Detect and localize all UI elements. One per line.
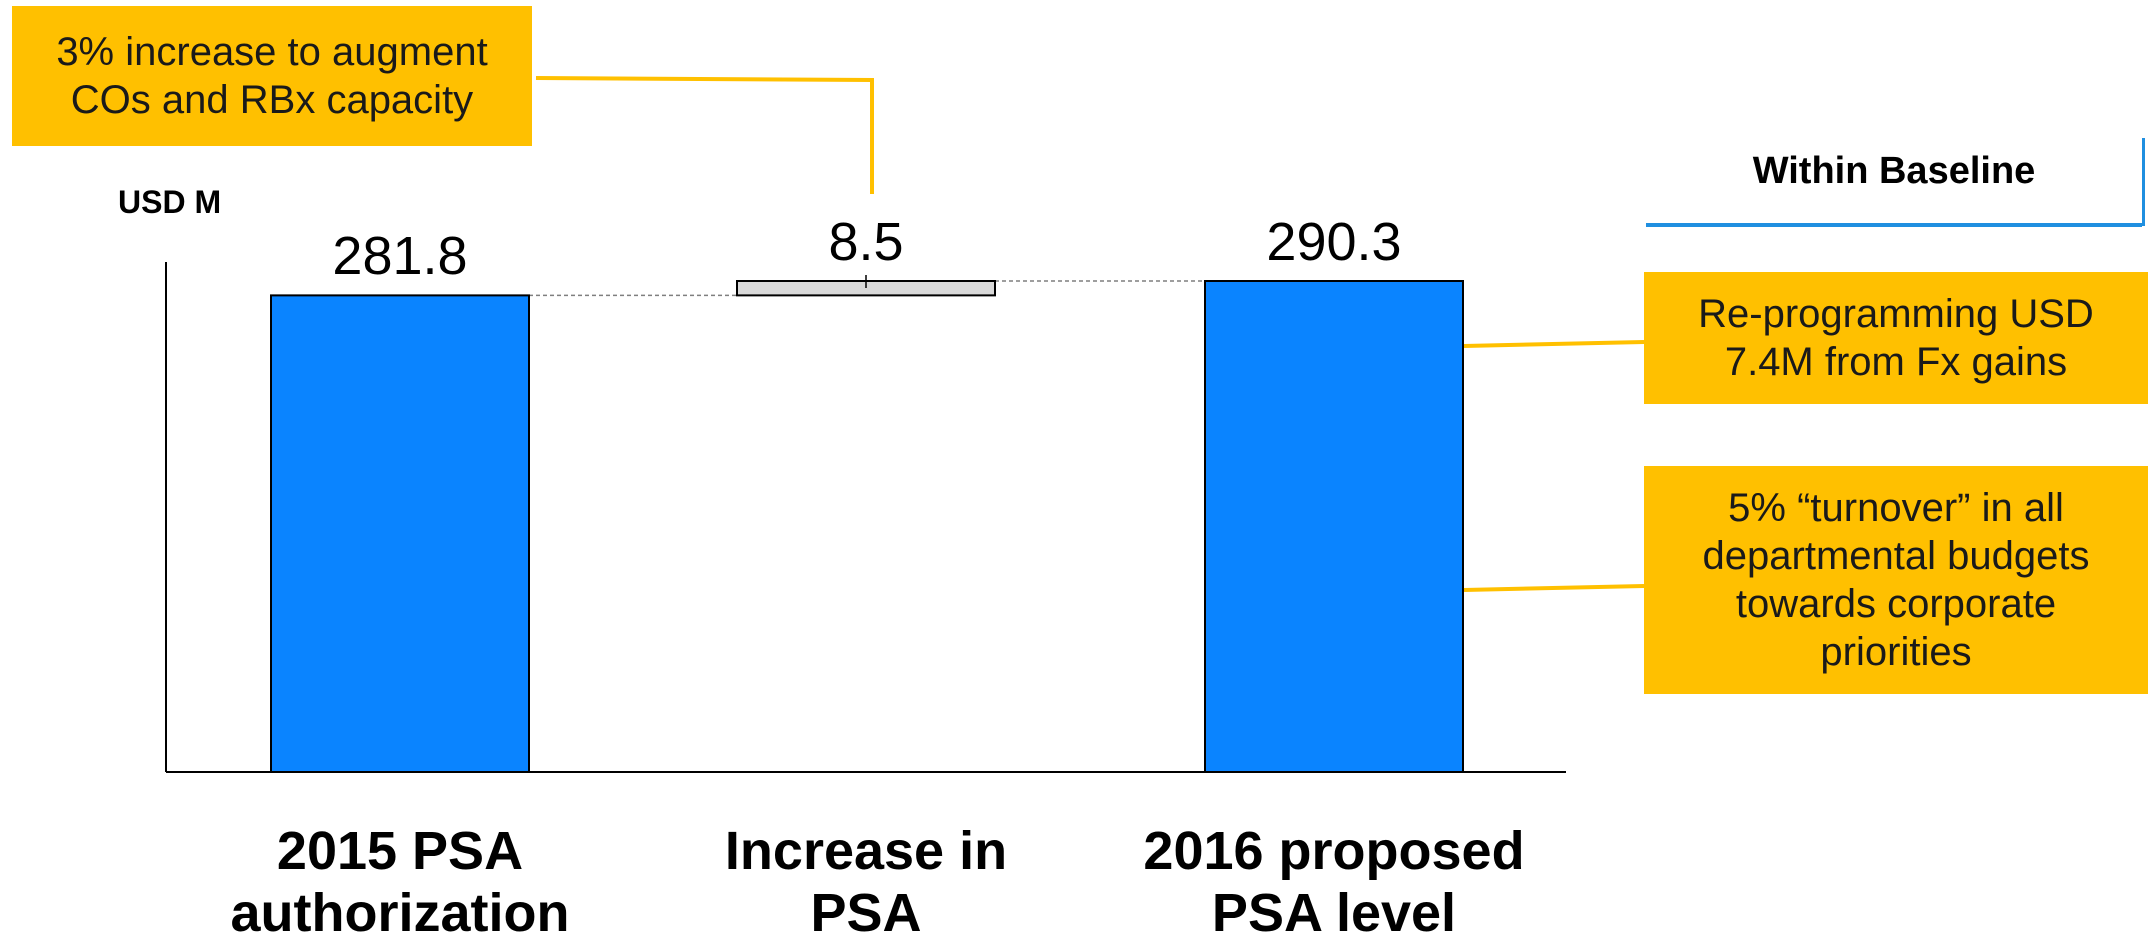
value-label-2: 8.5 bbox=[828, 212, 904, 272]
leader-increase-note bbox=[535, 76, 874, 194]
value-label-3: 290.3 bbox=[1266, 212, 1402, 272]
legend-header-edge bbox=[2142, 138, 2145, 226]
bar-3 bbox=[1204, 280, 1464, 773]
category-label-2: Increase in PSA bbox=[724, 821, 1008, 944]
callout-increase-note: 3% increase to augment COs and RBx capac… bbox=[12, 6, 532, 146]
legend-header-rule bbox=[1646, 223, 2142, 227]
legend-header: Within Baseline bbox=[1646, 150, 2142, 193]
callout-turnover-note: 5% “turnover” in all departmental budget… bbox=[1644, 466, 2148, 694]
value-label-1: 281.8 bbox=[332, 226, 468, 287]
y-axis-unit-label: USD M bbox=[118, 184, 222, 220]
bar-1 bbox=[270, 294, 530, 773]
leader-turnover-note bbox=[1463, 584, 1645, 592]
callout-reprogramming-note: Re-programming USD 7.4M from Fx gains bbox=[1644, 272, 2148, 404]
leader-reprogramming-note bbox=[1463, 340, 1645, 348]
legend-header-text: Within Baseline bbox=[1752, 150, 2036, 192]
category-label-1: 2015 PSA authorization bbox=[230, 821, 570, 944]
category-label-3: 2016 proposed PSA level bbox=[1143, 821, 1525, 944]
